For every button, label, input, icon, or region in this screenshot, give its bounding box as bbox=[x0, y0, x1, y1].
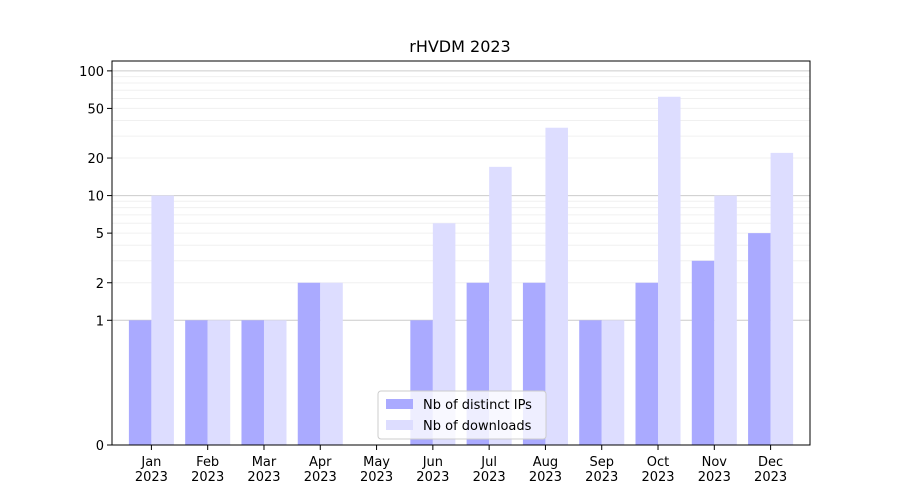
x-tick-label-line: Mar bbox=[252, 455, 277, 470]
x-tick-label: Oct 2023 bbox=[641, 455, 674, 485]
x-tick-label-line: Aug bbox=[533, 455, 558, 470]
x-tick-label-line: Feb bbox=[196, 455, 219, 470]
y-tick-label: 100 bbox=[79, 65, 104, 80]
x-tick-label-line: 2023 bbox=[135, 470, 168, 485]
bar-downloads bbox=[770, 152, 794, 445]
grid-lines bbox=[112, 70, 810, 321]
bar-downloads bbox=[320, 282, 343, 445]
bar-distinct-ips bbox=[241, 320, 264, 445]
x-tick-label-line: May bbox=[363, 455, 390, 470]
x-tick-label: May 2023 bbox=[360, 455, 393, 485]
x-tick-label-line: Oct bbox=[647, 455, 669, 470]
y-tick-label: 20 bbox=[87, 152, 104, 167]
bar-distinct-ips bbox=[297, 282, 321, 445]
x-tick-label-line: 2023 bbox=[754, 470, 787, 485]
bar-downloads bbox=[658, 96, 681, 446]
x-tick-label-line: 2023 bbox=[304, 470, 337, 485]
x-tick-label-line: 2023 bbox=[585, 470, 618, 485]
legend-box bbox=[377, 390, 547, 440]
x-tick-label-line: Jan bbox=[140, 455, 161, 470]
bars bbox=[128, 96, 794, 446]
legend: Nb of distinct IPs Nb of downloads bbox=[377, 390, 547, 440]
x-tick-label: Jan 2023 bbox=[135, 455, 168, 485]
x-tick-label: Sep 2023 bbox=[585, 455, 618, 485]
x-tick-label-line: Sep bbox=[589, 455, 614, 470]
x-tick-label: Nov 2023 bbox=[698, 455, 731, 485]
x-tick-label-line: Apr bbox=[309, 455, 332, 470]
x-tick-label: Mar 2023 bbox=[247, 455, 280, 485]
legend-swatch bbox=[386, 399, 413, 409]
x-tick-label-line: 2023 bbox=[416, 470, 449, 485]
bar-downloads bbox=[263, 320, 287, 445]
bar-distinct-ips bbox=[748, 233, 771, 445]
bar-downloads bbox=[714, 195, 737, 445]
bar-downloads bbox=[489, 166, 512, 445]
x-tick-label-line: 2023 bbox=[641, 470, 674, 485]
x-tick-label: Jul 2023 bbox=[473, 455, 506, 485]
x-tick-label-line: 2023 bbox=[698, 470, 731, 485]
bar-downloads bbox=[432, 223, 456, 445]
plot-frame bbox=[111, 60, 811, 446]
x-tick-label: Jun 2023 bbox=[416, 455, 449, 485]
y-tick-label: 10 bbox=[87, 190, 104, 205]
x-tick-label-line: 2023 bbox=[473, 470, 506, 485]
x-tick-label-line: Dec bbox=[758, 455, 783, 470]
y-tick-label: 2 bbox=[96, 277, 104, 292]
legend-swatch bbox=[386, 420, 413, 430]
x-tick-label: Feb 2023 bbox=[191, 455, 224, 485]
x-tick-label-line: Jul bbox=[480, 455, 497, 470]
bar-downloads bbox=[151, 195, 174, 445]
bar-distinct-ips bbox=[635, 282, 659, 445]
y-tick-label: 5 bbox=[96, 227, 104, 242]
legend-label: Nb of downloads bbox=[423, 419, 532, 434]
x-tick-label-line: Nov bbox=[702, 455, 728, 470]
bar-downloads bbox=[601, 320, 625, 445]
x-tick-label-line: 2023 bbox=[247, 470, 280, 485]
x-tick-label: Dec 2023 bbox=[754, 455, 787, 485]
x-tick-label-line: 2023 bbox=[360, 470, 393, 485]
x-tick-label: Apr 2023 bbox=[304, 455, 337, 485]
x-tick-label: Aug 2023 bbox=[529, 455, 562, 485]
bar-distinct-ips bbox=[185, 320, 208, 445]
bar-distinct-ips bbox=[579, 320, 602, 445]
x-tick-label-line: 2023 bbox=[529, 470, 562, 485]
x-tick-label-line: Jun bbox=[422, 455, 443, 470]
legend-label: Nb of distinct IPs bbox=[423, 398, 532, 413]
bar-distinct-ips bbox=[128, 320, 152, 445]
bar-distinct-ips bbox=[691, 260, 715, 445]
y-tick-label: 50 bbox=[87, 102, 104, 117]
bar-downloads bbox=[545, 127, 568, 445]
y-tick-label: 1 bbox=[96, 314, 104, 329]
chart-title: rHVDM 2023 bbox=[409, 37, 510, 56]
x-tick-label-line: 2023 bbox=[191, 470, 224, 485]
bar-downloads bbox=[207, 320, 231, 445]
y-tick-label: 0 bbox=[96, 439, 104, 454]
